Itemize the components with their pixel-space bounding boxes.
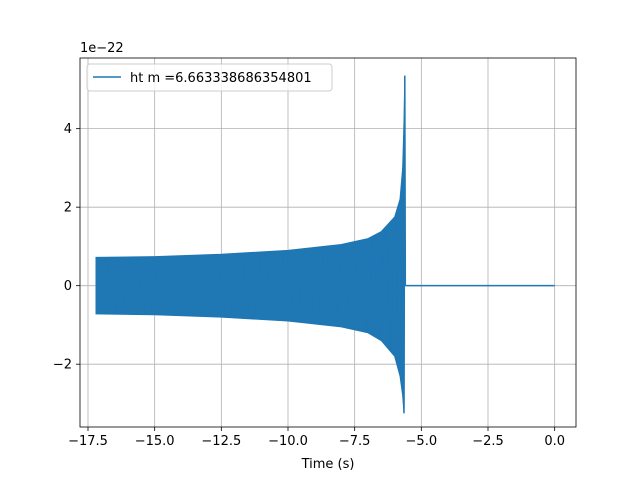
y-axis: −2 0 2 4 [53,122,80,373]
legend: ht m =6.663338686354801 [86,63,333,92]
x-tick-label: −17.5 [68,434,108,449]
x-tick-label: −10.0 [268,434,308,449]
x-tick-label: −2.5 [472,434,504,449]
waveform-oscillation [95,163,405,375]
x-tick-label: −15.0 [135,434,175,449]
x-axis: −17.5 −15.0 −12.5 −10.0 −7.5 −5.0 −2.5 0.0 [68,427,565,449]
x-tick-label: −5.0 [406,434,438,449]
series-layer [95,75,555,414]
legend-label: ht m =6.663338686354801 [130,71,312,86]
plot-background [80,58,576,427]
legend-box [86,63,333,92]
x-tick-label: −7.5 [339,434,371,449]
y-tick-label: 0 [64,279,72,294]
y-tick-label: −2 [53,358,72,373]
merger-spike [403,75,407,414]
x-axis-label: Time (s) [301,457,355,472]
x-tick-label: −12.5 [201,434,241,449]
plot-frame [79,57,577,428]
x-tick-label: 0.0 [544,434,565,449]
y-tick-label: 2 [64,201,72,216]
y-offset-text: 1e−22 [80,41,124,56]
y-tick-label: 4 [64,122,72,137]
